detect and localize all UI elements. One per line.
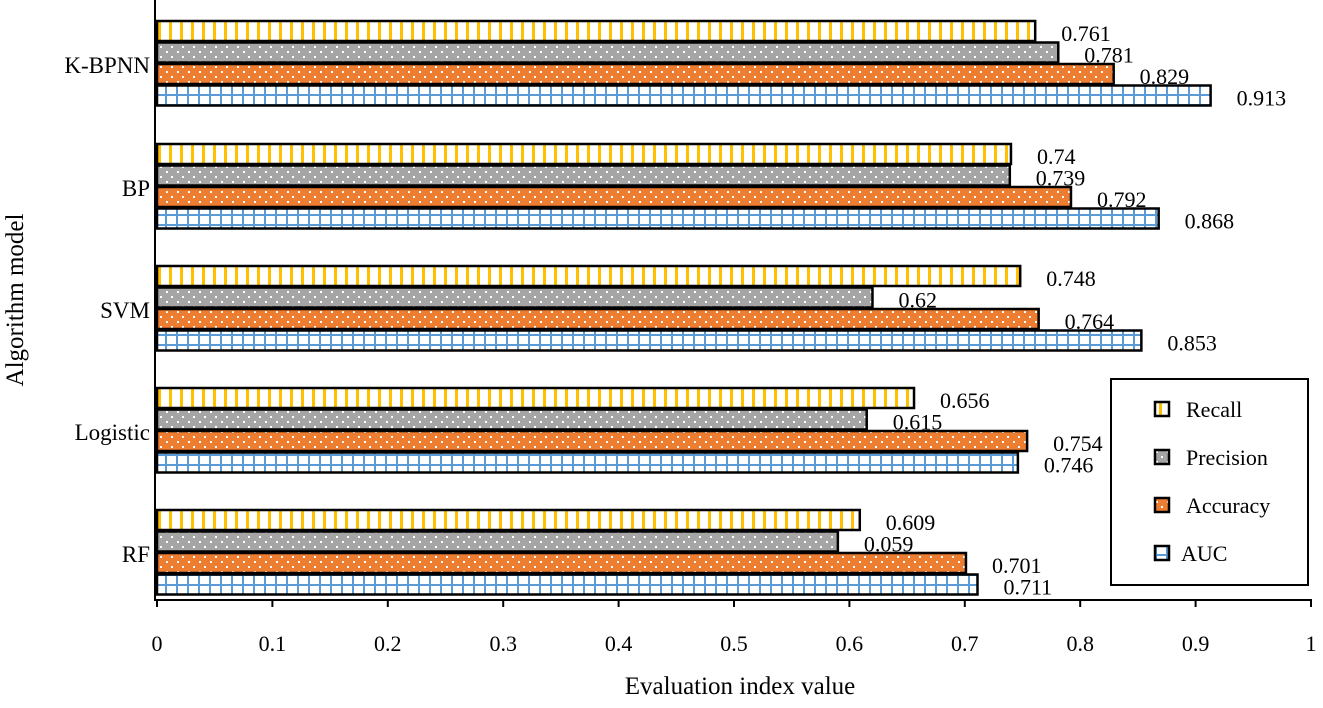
bar-rf-precision xyxy=(155,530,840,553)
bar-rf-accuracy xyxy=(155,551,968,575)
y-category-label: RF xyxy=(122,542,150,567)
x-axis-title: Evaluation index value xyxy=(625,673,855,700)
legend-swatch-auc xyxy=(1153,544,1171,562)
x-tick-label: 0.1 xyxy=(259,631,287,656)
bar-bp-auc xyxy=(155,207,1160,230)
x-tick-label: 0.8 xyxy=(1066,631,1094,656)
bar-rf-auc xyxy=(155,573,979,596)
data-label: 0.853 xyxy=(1167,331,1217,356)
data-label: 0.748 xyxy=(1046,266,1096,291)
x-tick-label: 0 xyxy=(152,631,163,656)
data-label: 0.868 xyxy=(1185,209,1235,234)
legend: Recall Precision Accuracy AUC xyxy=(1110,378,1309,586)
y-category-label: K-BPNN xyxy=(64,53,150,78)
data-label: 0.739 xyxy=(1036,166,1086,191)
bar-k-bpnn-precision xyxy=(155,41,1060,64)
legend-box xyxy=(1110,378,1309,586)
data-label: 0.656 xyxy=(940,388,990,413)
bar-logistic-precision xyxy=(155,408,868,431)
data-label: 0.059 xyxy=(864,532,914,557)
bar-svm-recall xyxy=(155,264,1022,288)
legend-label: Accuracy xyxy=(1186,493,1270,518)
bar-logistic-recall xyxy=(155,386,916,410)
data-label: 0.746 xyxy=(1044,453,1094,478)
bar-bp-accuracy xyxy=(155,185,1073,209)
legend-swatch-accuracy xyxy=(1153,496,1171,514)
x-tick-label: 1 xyxy=(1306,631,1317,656)
data-label: 0.913 xyxy=(1237,86,1287,111)
data-label: 0.761 xyxy=(1061,21,1111,46)
bar-bp-precision xyxy=(155,164,1012,187)
data-label: 0.764 xyxy=(1065,309,1115,334)
legend-label: Precision xyxy=(1186,445,1268,470)
y-axis-title: Algorithm model xyxy=(2,213,29,386)
legend-label: Recall xyxy=(1186,397,1242,422)
legend-label: AUC xyxy=(1181,541,1227,566)
data-label: 0.74 xyxy=(1037,144,1076,169)
x-tick-label: 0.3 xyxy=(489,631,517,656)
data-label: 0.792 xyxy=(1097,187,1147,212)
y-category-label: BP xyxy=(122,176,150,201)
x-tick-label: 0.7 xyxy=(951,631,979,656)
data-label: 0.609 xyxy=(886,510,936,535)
x-tick-label: 0.2 xyxy=(374,631,402,656)
data-label: 0.781 xyxy=(1084,43,1134,68)
x-tick-label: 0.6 xyxy=(836,631,864,656)
x-tick-label: 0.5 xyxy=(720,631,748,656)
data-label: 0.701 xyxy=(992,553,1042,578)
legend-swatch-precision xyxy=(1153,448,1171,466)
legend-swatch-recall xyxy=(1153,400,1171,418)
bar-rf-recall xyxy=(155,508,862,532)
bar-svm-auc xyxy=(155,329,1143,352)
y-category-label: Logistic xyxy=(75,420,150,445)
bar-k-bpnn-recall xyxy=(155,19,1037,43)
x-tick-label: 0.9 xyxy=(1182,631,1210,656)
data-label: 0.615 xyxy=(893,410,943,435)
bar-k-bpnn-auc xyxy=(155,84,1212,107)
data-label: 0.711 xyxy=(1003,575,1052,600)
bar-bp-recall xyxy=(155,142,1013,166)
bar-svm-precision xyxy=(155,286,874,309)
bar-logistic-accuracy xyxy=(155,429,1029,453)
x-tick-label: 0.4 xyxy=(605,631,633,656)
data-label: 0.754 xyxy=(1053,431,1103,456)
data-label: 0.829 xyxy=(1140,64,1190,89)
bar-svm-accuracy xyxy=(155,307,1040,331)
bar-logistic-auc xyxy=(155,451,1020,474)
data-label: 0.62 xyxy=(898,288,937,313)
y-category-label: SVM xyxy=(100,298,150,323)
bar-k-bpnn-accuracy xyxy=(155,62,1115,86)
